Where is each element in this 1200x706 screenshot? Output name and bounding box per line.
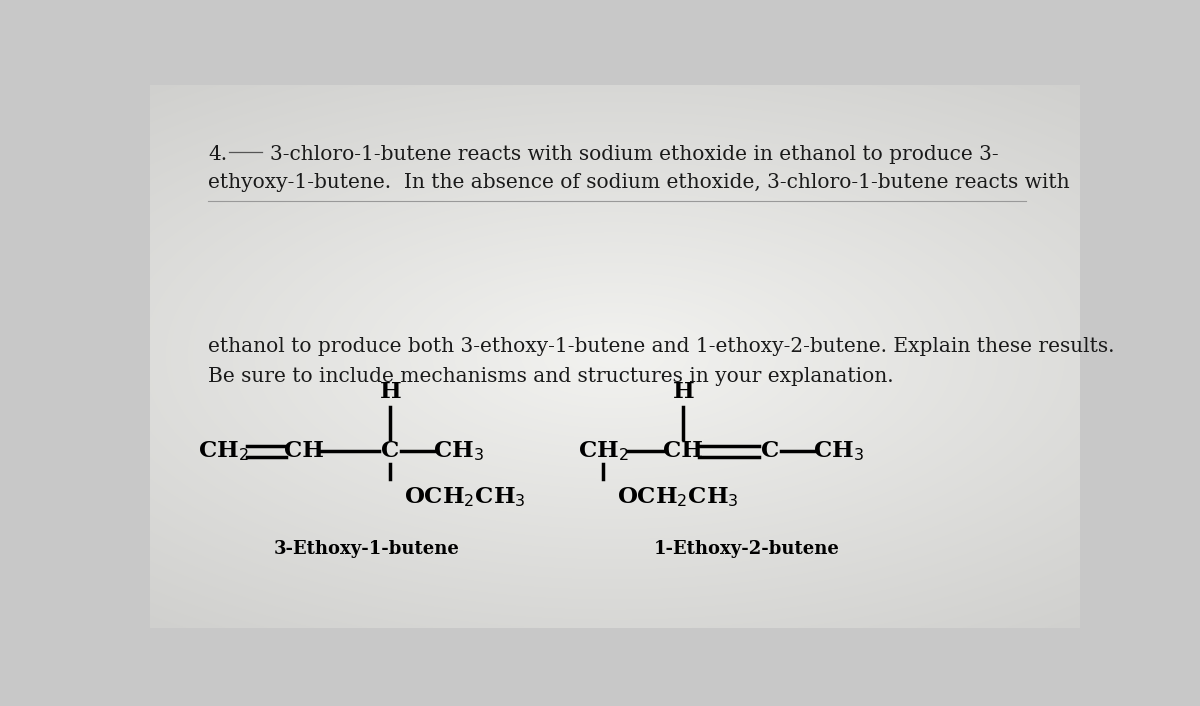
Text: ethanol to produce both 3-ethoxy-1-butene and 1-ethoxy-2-butene. Explain these r: ethanol to produce both 3-ethoxy-1-buten… [208,337,1115,357]
Text: 3-chloro-1-butene reacts with sodium ethoxide in ethanol to produce 3-: 3-chloro-1-butene reacts with sodium eth… [270,145,998,164]
Text: CH: CH [664,441,703,462]
Text: CH$_3$: CH$_3$ [433,439,484,463]
Text: H: H [379,381,401,404]
Text: H: H [672,381,694,404]
Text: CH$_3$: CH$_3$ [812,439,864,463]
Text: 1-Ethoxy-2-butene: 1-Ethoxy-2-butene [654,540,840,558]
Text: OCH$_2$CH$_3$: OCH$_2$CH$_3$ [404,485,526,509]
Text: CH: CH [283,441,323,462]
Text: CH$_2$: CH$_2$ [578,439,629,463]
Text: CH$_2$: CH$_2$ [198,439,248,463]
Text: ethyoxy-1-butene.  In the absence of sodium ethoxide, 3-chloro-1-butene reacts w: ethyoxy-1-butene. In the absence of sodi… [208,172,1069,191]
Text: OCH$_2$CH$_3$: OCH$_2$CH$_3$ [617,485,739,509]
Text: C: C [382,441,400,462]
Text: C: C [761,441,779,462]
Text: 3-Ethoxy-1-butene: 3-Ethoxy-1-butene [274,540,460,558]
Text: Be sure to include mechanisms and structures in your explanation.: Be sure to include mechanisms and struct… [208,366,894,385]
Text: 4.: 4. [208,145,227,164]
